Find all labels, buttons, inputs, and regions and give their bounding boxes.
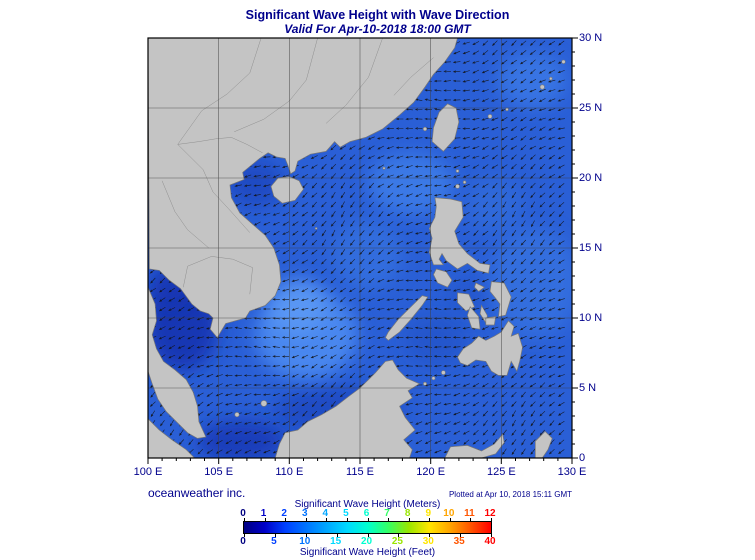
colorbar-feet-tick: 20 (360, 536, 373, 547)
colorbar-tick-mark (398, 534, 400, 537)
map-plot (147, 37, 578, 464)
valid-time-subtitle: Valid For Apr-10-2018 18:00 GMT (284, 22, 471, 36)
colorbar-tick-mark (491, 518, 492, 521)
colorbar-feet-tick: 15 (330, 536, 342, 547)
colorbar-tick-mark (388, 518, 390, 521)
colorbar-feet-tick: 0 (240, 536, 246, 547)
colorbar-tick-mark (408, 518, 410, 521)
colorbar-meters-tick: 4 (322, 508, 329, 519)
x-axis-label: 115 E (346, 466, 374, 478)
colorbar-tick-mark (429, 534, 431, 537)
colorbar-tick-mark (305, 518, 307, 521)
colorbar-tick-mark (367, 534, 369, 537)
plotted-timestamp: Plotted at Apr 10, 2018 15:11 GMT (448, 490, 572, 499)
colorbar-feet-tick: 10 (299, 536, 311, 547)
colorbar-tick-mark (305, 534, 307, 537)
colorbar-meters-ticks: 0 1 2 3 4 5 6 7 8 9 10 11 12 (240, 508, 496, 520)
colorbar-tick-mark (429, 518, 431, 521)
colorbar-meters-tick: 11 (464, 508, 475, 519)
colorbar-tick-mark (346, 518, 348, 521)
x-axis-label: 130 E (557, 466, 587, 478)
colorbar-meters-tick: 12 (484, 508, 496, 519)
colorbar-gradient (243, 521, 492, 534)
colorbar-meters-tick: 2 (281, 508, 287, 519)
colorbar-feet-tick: 30 (422, 536, 434, 547)
colorbar-tick-mark (491, 534, 492, 537)
x-axis-label: 110 E (275, 466, 304, 478)
y-axis-label: 30 N (579, 32, 603, 44)
colorbar-meters-tick: 9 (425, 508, 432, 519)
colorbar-tick-mark (470, 518, 472, 521)
colorbar-tick-mark (336, 534, 338, 537)
colorbar-meters-tick: 10 (443, 508, 455, 519)
y-axis-label: 10 N (579, 312, 603, 324)
colorbar-meters-tick: 8 (404, 508, 411, 519)
oceanweather-credit: oceanweather inc. (148, 486, 246, 500)
colorbar-tick-mark (449, 518, 451, 521)
colorbar-meters-tick: 7 (384, 508, 390, 519)
page-title: Significant Wave Height with Wave Direct… (245, 8, 510, 22)
y-axis-label: 15 N (579, 242, 603, 254)
colorbar-feet-ticks: 0 5 10 15 20 25 30 35 40 (240, 536, 496, 548)
x-axis-label: 120 E (416, 466, 446, 478)
colorbar-tick-mark (285, 518, 287, 521)
y-axis-label: 0 (579, 452, 586, 464)
colorbar-feet-tick: 25 (391, 536, 403, 547)
colorbar-meters-tick: 1 (260, 508, 267, 519)
y-axis-label: 20 N (579, 172, 603, 184)
colorbar-meters-tick: 0 (240, 508, 246, 519)
colorbar-feet-tick: 5 (271, 536, 277, 547)
colorbar-tick-mark (244, 534, 245, 537)
colorbar-meters-label: Significant Wave Height (Meters) (294, 499, 441, 510)
colorbar-tick-mark (460, 534, 462, 537)
x-axis-label: 100 E (133, 466, 163, 478)
colorbar-tick-mark (244, 518, 245, 521)
colorbar-feet-tick: 40 (484, 536, 496, 547)
colorbar-meters-tick: 6 (363, 508, 370, 519)
y-axis-label: 25 N (579, 102, 603, 114)
x-axis-label: 105 E (204, 466, 234, 478)
colorbar-tick-marks-top (244, 518, 492, 521)
colorbar-tick-mark (367, 518, 369, 521)
colorbar-feet-tick: 35 (453, 536, 465, 547)
x-axis-label: 125 E (486, 466, 516, 478)
y-axis-label: 5 N (579, 382, 597, 394)
colorbar-meters-tick: 5 (343, 508, 349, 519)
colorbar-meters-tick: 3 (301, 508, 308, 519)
colorbar-tick-mark (274, 534, 276, 537)
colorbar-tick-mark (326, 518, 328, 521)
colorbar-tick-mark (264, 518, 266, 521)
colorbar-feet-label: Significant Wave Height (Feet) (299, 547, 436, 558)
colorbar-tick-marks-bottom (244, 534, 492, 537)
